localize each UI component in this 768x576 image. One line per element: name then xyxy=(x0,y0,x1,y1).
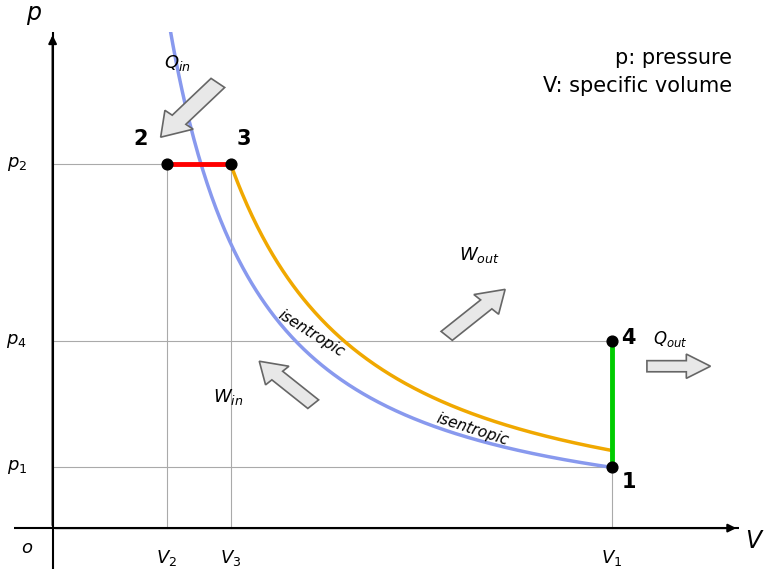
Text: isentropic: isentropic xyxy=(434,411,510,448)
Text: $p_4$: $p_4$ xyxy=(6,332,27,350)
Text: 2: 2 xyxy=(134,128,148,149)
Text: $p_1$: $p_1$ xyxy=(7,458,27,476)
Point xyxy=(606,336,618,346)
Polygon shape xyxy=(441,289,505,340)
Text: $o$: $o$ xyxy=(21,539,33,558)
Text: $V_1$: $V_1$ xyxy=(601,548,623,569)
Text: $V$: $V$ xyxy=(746,529,765,553)
Text: $W_{out}$: $W_{out}$ xyxy=(459,245,500,265)
Point xyxy=(224,160,237,169)
Text: isentropic: isentropic xyxy=(275,307,346,359)
Text: 1: 1 xyxy=(621,472,636,492)
Polygon shape xyxy=(161,78,225,137)
Text: $p_2$: $p_2$ xyxy=(7,155,27,173)
Text: 4: 4 xyxy=(621,328,636,348)
Text: $Q_{out}$: $Q_{out}$ xyxy=(654,328,688,348)
Text: $W_{in}$: $W_{in}$ xyxy=(213,386,243,407)
Point xyxy=(606,463,618,472)
Polygon shape xyxy=(260,361,319,408)
Text: $V_3$: $V_3$ xyxy=(220,548,241,569)
Text: $p$: $p$ xyxy=(25,3,41,27)
Text: $V_2$: $V_2$ xyxy=(157,548,177,569)
Text: 3: 3 xyxy=(237,128,251,149)
Text: p: pressure
V: specific volume: p: pressure V: specific volume xyxy=(543,48,732,96)
Text: $Q_{in}$: $Q_{in}$ xyxy=(164,53,190,73)
Point xyxy=(161,160,173,169)
Polygon shape xyxy=(647,354,710,378)
